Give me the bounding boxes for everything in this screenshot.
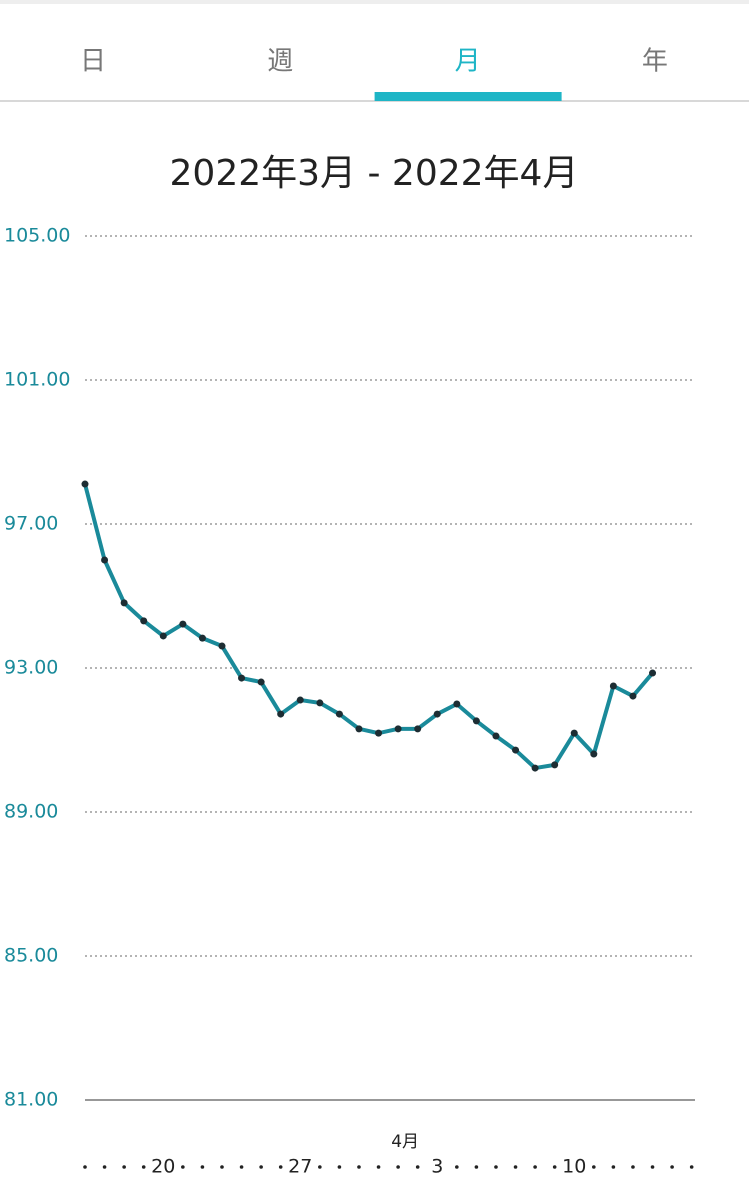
x-tick-dot	[220, 1165, 224, 1169]
x-tick-dot	[494, 1165, 498, 1169]
data-point	[316, 699, 324, 707]
data-point	[179, 620, 187, 628]
x-tick-dot	[552, 1165, 557, 1169]
data-point	[159, 632, 167, 640]
x-tick-label: 27	[288, 1156, 312, 1178]
data-point	[296, 696, 304, 704]
x-tick-dot	[102, 1165, 107, 1169]
x-tick-dot	[670, 1165, 674, 1169]
y-tick-label: 89.00	[4, 801, 58, 823]
data-point	[433, 710, 441, 718]
data-point	[551, 761, 559, 769]
x-tick-dot	[318, 1165, 322, 1169]
data-point	[570, 729, 578, 737]
x-group-label: 4月	[391, 1132, 419, 1152]
data-point	[355, 725, 363, 733]
top-shadow	[0, 0, 749, 4]
tab-label[interactable]: 年	[642, 47, 668, 77]
data-point	[120, 599, 128, 607]
tab-label[interactable]: 週	[267, 47, 293, 77]
x-tick-dot	[689, 1165, 694, 1169]
x-tick-dot	[122, 1165, 126, 1169]
x-tick-dot	[396, 1165, 400, 1169]
data-point	[375, 729, 383, 737]
data-point	[335, 710, 343, 718]
x-tick-label: 20	[151, 1156, 175, 1178]
x-tick-dot	[455, 1165, 459, 1169]
data-point	[218, 642, 226, 650]
x-tick-dot	[376, 1165, 381, 1169]
data-point	[81, 480, 89, 488]
x-tick-dot	[141, 1165, 146, 1169]
data-point	[629, 692, 637, 700]
x-tick-dot	[533, 1165, 537, 1169]
data-point	[472, 717, 480, 725]
tab-label[interactable]: 日	[80, 47, 106, 77]
data-point	[590, 750, 598, 758]
data-point	[531, 764, 539, 772]
x-tick-dot	[474, 1165, 479, 1169]
tab-label[interactable]: 月	[455, 47, 481, 77]
data-point	[649, 669, 657, 677]
x-tick-dot	[650, 1165, 655, 1169]
x-tick-dot	[611, 1165, 616, 1169]
y-tick-label: 93.00	[4, 657, 58, 679]
x-tick-label: 10	[562, 1156, 586, 1178]
data-point	[512, 746, 520, 754]
x-tick-dot	[239, 1165, 244, 1169]
data-point	[277, 710, 285, 718]
data-point	[609, 682, 617, 690]
data-point	[414, 725, 422, 733]
x-tick-label: 3	[431, 1156, 443, 1178]
data-point	[492, 732, 500, 740]
data-point	[394, 725, 402, 733]
tab-indicator	[374, 92, 562, 101]
x-tick-dot	[357, 1165, 361, 1169]
x-tick-dot	[415, 1165, 420, 1169]
x-tick-dot	[83, 1165, 87, 1169]
y-tick-label: 97.00	[4, 513, 58, 535]
x-tick-dot	[631, 1165, 635, 1169]
data-point	[140, 617, 148, 625]
x-tick-dot	[592, 1165, 596, 1169]
chart-title: 2022年3月 - 2022年4月	[170, 153, 579, 194]
y-tick-label: 81.00	[4, 1089, 58, 1111]
y-tick-label: 105.00	[4, 225, 70, 247]
data-line	[83, 483, 655, 771]
x-tick-dot	[513, 1165, 518, 1169]
x-tick-dot	[278, 1165, 283, 1169]
data-point	[238, 674, 246, 682]
data-point	[198, 634, 206, 642]
x-tick-dot	[200, 1165, 205, 1169]
y-tick-label: 85.00	[4, 945, 58, 967]
y-tick-label: 101.00	[4, 369, 70, 391]
data-point	[101, 556, 109, 564]
x-tick-dot	[337, 1165, 342, 1169]
data-point	[257, 678, 265, 686]
x-tick-dot	[259, 1165, 263, 1169]
x-tick-dot	[181, 1165, 185, 1169]
data-point	[453, 700, 461, 708]
